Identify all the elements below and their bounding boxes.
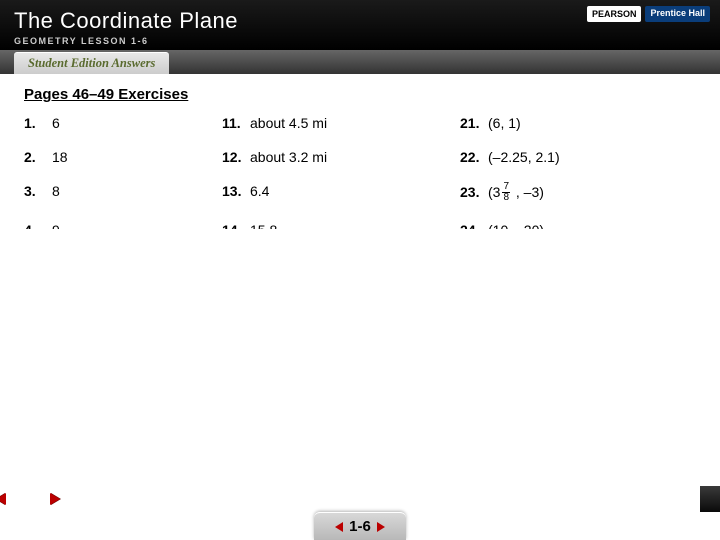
- answer-item: 11.about 4.5 mi: [222, 115, 452, 131]
- answer-item: 22.(–2.25, 2.1): [460, 149, 696, 165]
- answer-value: (378 , –3): [488, 183, 544, 204]
- answer-value: about 3.2 mi: [250, 149, 327, 165]
- exercises-heading: Pages 46–49 Exercises: [24, 86, 696, 103]
- sea-bar: Student Edition Answers: [0, 50, 720, 74]
- answer-value: (6, 1): [488, 115, 521, 131]
- answer-item: 2.18: [24, 149, 214, 165]
- answer-item: 23.(378 , –3): [460, 183, 696, 204]
- answer-value: 18: [52, 149, 68, 165]
- lesson-tab-button[interactable]: 1-6: [314, 512, 406, 540]
- answer-item: 21.(6, 1): [460, 115, 696, 131]
- slide-page: The Coordinate Plane GEOMETRY LESSON 1-6…: [0, 0, 720, 540]
- brand-block: PEARSON Prentice Hall: [587, 6, 710, 22]
- arrow-right-icon: [377, 522, 385, 532]
- answer-number: 1.: [24, 115, 52, 131]
- answer-number: 12.: [222, 149, 250, 165]
- page-nav[interactable]: PAGE: [0, 229, 700, 540]
- answer-item: 3.8: [24, 183, 214, 204]
- arrow-right-icon: [50, 493, 60, 505]
- answer-value: 8: [52, 183, 60, 199]
- answer-item: 1.6: [24, 115, 214, 131]
- answer-number: 23.: [460, 184, 488, 200]
- answer-number: 21.: [460, 115, 488, 131]
- answer-item: 12.about 3.2 mi: [222, 149, 452, 165]
- answer-value: about 4.5 mi: [250, 115, 327, 131]
- page-subtitle: GEOMETRY LESSON 1-6: [14, 36, 706, 46]
- header: The Coordinate Plane GEOMETRY LESSON 1-6…: [0, 0, 720, 50]
- lesson-number: 1-6: [349, 518, 371, 535]
- brand-prentice-hall: Prentice Hall: [645, 6, 710, 22]
- answer-number: 11.: [222, 115, 250, 131]
- brand-pearson: PEARSON: [587, 6, 642, 22]
- answer-number: 22.: [460, 149, 488, 165]
- answer-value: 6: [52, 115, 60, 131]
- arrow-left-icon: [0, 493, 6, 505]
- answer-number: 13.: [222, 183, 250, 199]
- fraction: 78: [502, 182, 510, 203]
- student-edition-answers-tab: Student Edition Answers: [14, 52, 169, 74]
- answer-number: 3.: [24, 183, 52, 199]
- answer-value: 6.4: [250, 183, 269, 199]
- footer: MAIN MENU LESSON PAGE 1-6: [0, 486, 720, 540]
- footer-bar: MAIN MENU LESSON PAGE: [0, 486, 720, 512]
- arrow-left-icon: [335, 522, 343, 532]
- answer-value: (–2.25, 2.1): [488, 149, 560, 165]
- answer-item: 13.6.4: [222, 183, 452, 204]
- answer-number: 2.: [24, 149, 52, 165]
- page-label: PAGE: [12, 494, 44, 505]
